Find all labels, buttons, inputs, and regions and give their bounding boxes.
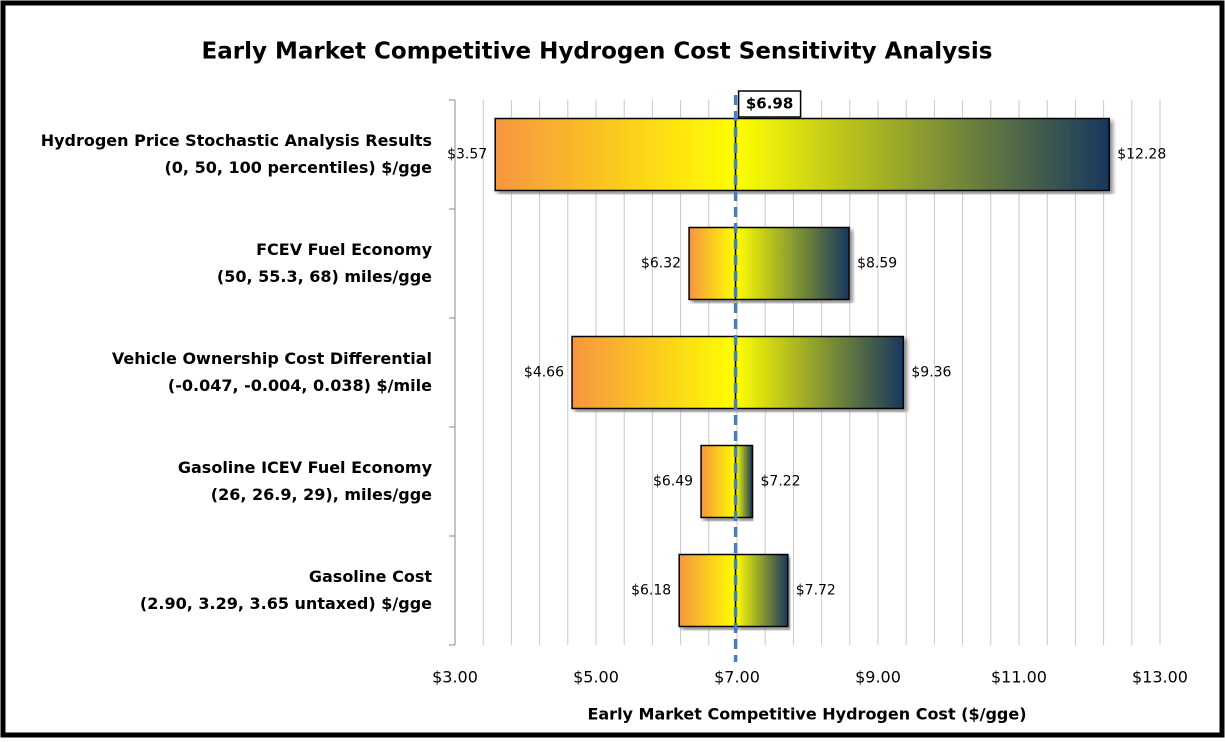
x-tick-label: $3.00 (432, 668, 478, 687)
value-label: $6.32 (641, 256, 681, 272)
value-label: $7.72 (796, 583, 836, 599)
bar (494, 117, 737, 192)
category-label: (2.90, 3.29, 3.65 untaxed) $/gge (140, 594, 432, 613)
value-label: $7.22 (761, 474, 801, 490)
base-label: $6.98 (746, 95, 793, 113)
value-label: $9.36 (911, 365, 951, 381)
value-label: $8.59 (857, 256, 897, 272)
bar (734, 553, 789, 628)
bar (571, 335, 737, 410)
category-label: (-0.047, -0.004, 0.038) $/mile (168, 376, 432, 395)
category-label: FCEV Fuel Economy (256, 240, 432, 259)
category-label: (0, 50, 100 percentiles) $/gge (164, 158, 432, 177)
category-label: (50, 55.3, 68) miles/gge (217, 267, 432, 286)
category-label: Gasoline ICEV Fuel Economy (178, 458, 433, 477)
value-label: $4.66 (524, 365, 564, 381)
bar (734, 444, 754, 519)
x-tick-label: $5.00 (573, 668, 619, 687)
x-tick-label: $11.00 (991, 668, 1047, 687)
x-tick-label: $13.00 (1132, 668, 1188, 687)
bar (678, 553, 737, 628)
base-label-box (737, 90, 802, 118)
bar (734, 117, 1110, 192)
bar (734, 335, 905, 410)
category-label: Gasoline Cost (309, 567, 432, 586)
value-label: $6.49 (653, 474, 693, 490)
value-label: $3.57 (447, 147, 487, 163)
category-label: (26, 26.9, 29), miles/gge (211, 485, 432, 504)
x-tick-label: $9.00 (855, 668, 901, 687)
value-label: $6.18 (631, 583, 671, 599)
category-label: Vehicle Ownership Cost Differential (112, 349, 432, 368)
bar (700, 444, 737, 519)
chart-title: Early Market Competitive Hydrogen Cost S… (202, 39, 993, 65)
value-label: $12.28 (1117, 147, 1166, 163)
category-label: Hydrogen Price Stochastic Analysis Resul… (41, 131, 432, 150)
x-axis-title: Early Market Competitive Hydrogen Cost (… (587, 705, 1026, 724)
x-tick-label: $7.00 (714, 668, 760, 687)
bar (688, 226, 737, 301)
bar (734, 226, 850, 301)
